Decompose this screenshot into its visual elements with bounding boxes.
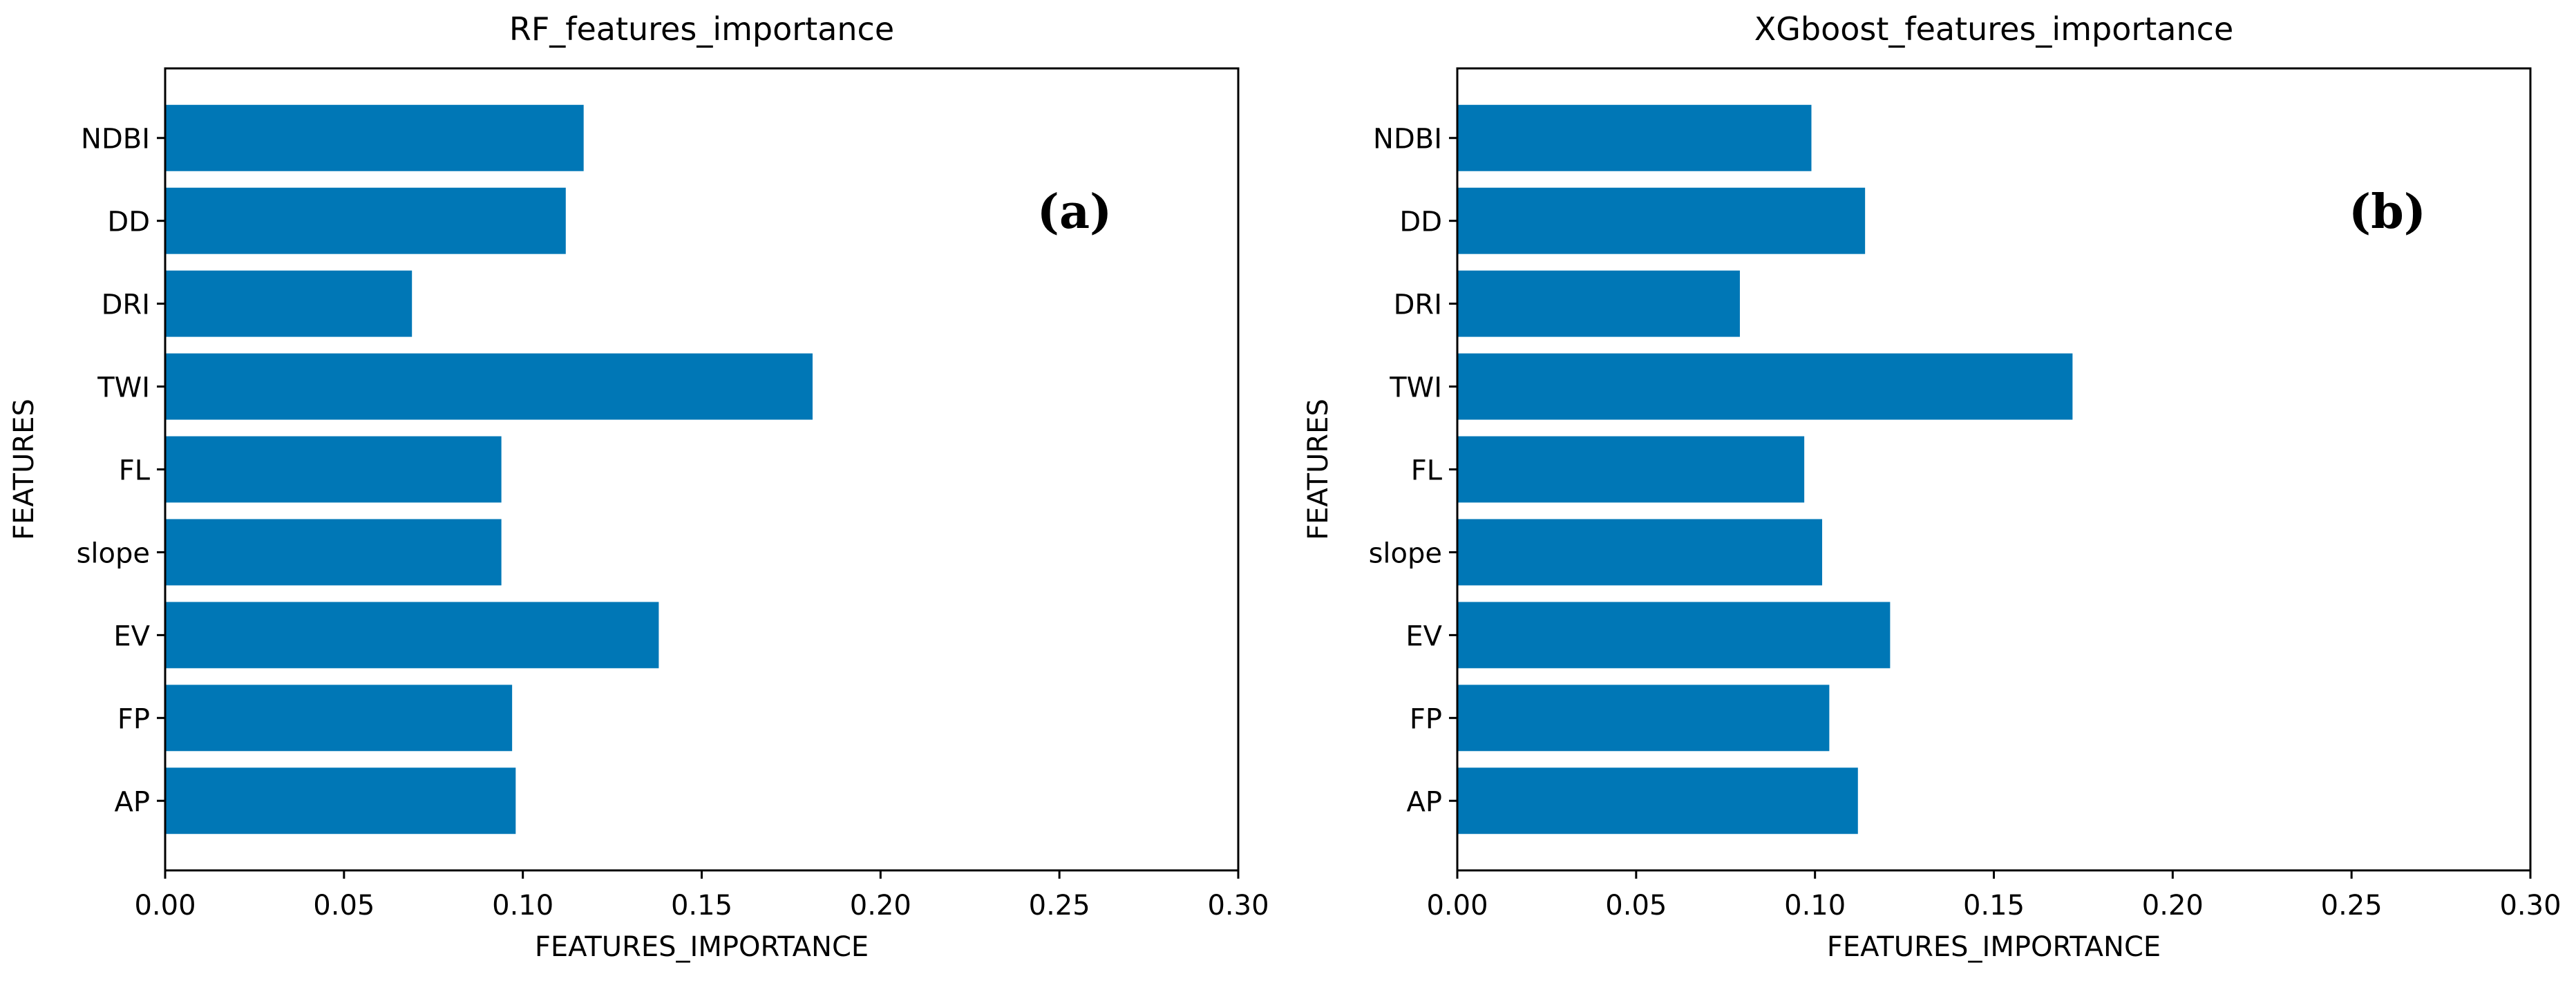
x-tick-label: 0.30 bbox=[2499, 890, 2561, 922]
x-tick-label: 0.25 bbox=[2321, 890, 2383, 922]
y-axis-label: FEATURES bbox=[8, 399, 40, 540]
y-tick-label: slope bbox=[77, 537, 150, 569]
axes-frame bbox=[164, 67, 1240, 872]
bar-EV bbox=[165, 602, 659, 669]
bar-FP bbox=[165, 685, 513, 752]
y-tick-label: slope bbox=[1369, 537, 1442, 569]
y-tick-label: DRI bbox=[102, 289, 150, 321]
bar-AP bbox=[165, 767, 516, 834]
bar-AP bbox=[1457, 767, 1858, 834]
y-tick-label: NDBI bbox=[1373, 124, 1442, 155]
y-tick-label: EV bbox=[113, 620, 150, 652]
x-tick-label: 0.10 bbox=[492, 890, 553, 922]
x-tick-label: 0.20 bbox=[850, 890, 911, 922]
y-tick-label: FL bbox=[1411, 455, 1443, 487]
bar-DD bbox=[165, 187, 566, 254]
bar-TWI bbox=[1457, 353, 2073, 420]
y-tick-label: TWI bbox=[1389, 372, 1442, 404]
x-tick-label: 0.15 bbox=[671, 890, 732, 922]
bar-slope bbox=[1457, 519, 1823, 586]
bar-DD bbox=[1457, 187, 1866, 254]
y-tick-label: AP bbox=[1407, 786, 1442, 818]
panel-label: (a) bbox=[1037, 184, 1112, 240]
y-tick-label: TWI bbox=[97, 372, 150, 404]
x-tick-label: 0.30 bbox=[1207, 890, 1269, 922]
axes-frame bbox=[1456, 67, 2532, 872]
chart-panel-0: AP FP EV slope FL TWI DRI DD NDBI 0.00 0.05 0.10 0.1… bbox=[8, 10, 1269, 963]
panel-label: (b) bbox=[2349, 184, 2426, 240]
x-tick-label: 0.05 bbox=[1605, 890, 1667, 922]
y-tick-label: DRI bbox=[1394, 289, 1442, 321]
x-tick-label: 0.25 bbox=[1029, 890, 1090, 922]
chart-title: XGboost_features_importance bbox=[1754, 10, 2234, 48]
bar-FL bbox=[1457, 436, 1805, 503]
y-tick-label: FP bbox=[117, 703, 150, 735]
y-tick-label: EV bbox=[1405, 620, 1442, 652]
chart-panel-1: AP FP EV slope FL TWI DRI DD NDBI 0.00 0.05 0.10 0.1… bbox=[1303, 10, 2561, 963]
y-tick-label: AP bbox=[115, 786, 150, 818]
y-tick-label: FL bbox=[119, 455, 151, 487]
bar-DRI bbox=[165, 270, 413, 337]
x-tick-label: 0.00 bbox=[134, 890, 196, 922]
bar-NDBI bbox=[165, 104, 584, 171]
bar-FL bbox=[165, 436, 502, 503]
bar-EV bbox=[1457, 602, 1891, 669]
y-axis-label: FEATURES bbox=[1303, 399, 1334, 540]
bar-slope bbox=[165, 519, 502, 586]
x-tick-label: 0.20 bbox=[2142, 890, 2204, 922]
bar-TWI bbox=[165, 353, 813, 420]
bar-FP bbox=[1457, 685, 1830, 752]
x-tick-label: 0.00 bbox=[1426, 890, 1488, 922]
chart-title: RF_features_importance bbox=[509, 10, 894, 48]
x-axis-label: FEATURES_IMPORTANCE bbox=[1827, 931, 2161, 963]
y-tick-label: NDBI bbox=[81, 124, 150, 155]
x-tick-label: 0.05 bbox=[313, 890, 375, 922]
y-tick-label: FP bbox=[1410, 703, 1442, 735]
x-tick-label: 0.10 bbox=[1784, 890, 1846, 922]
bar-NDBI bbox=[1457, 104, 1812, 171]
x-tick-label: 0.15 bbox=[1963, 890, 2025, 922]
y-tick-label: DD bbox=[107, 207, 150, 238]
y-tick-label: DD bbox=[1399, 207, 1442, 238]
x-axis-label: FEATURES_IMPORTANCE bbox=[535, 931, 869, 963]
bar-DRI bbox=[1457, 270, 1740, 337]
